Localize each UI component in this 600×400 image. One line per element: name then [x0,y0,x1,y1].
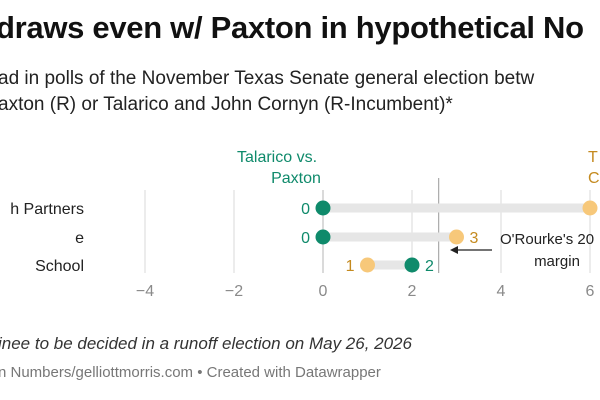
series-label-cornyn-line-2: C [588,170,600,187]
dot-paxton [315,200,331,216]
value-label-paxton: 0 [301,201,310,218]
value-label-paxton: 0 [301,230,310,247]
chart-subtitle-line-2: axton (R) or Talarico and John Cornyn (R… [0,94,453,115]
dot-cornyn [582,200,598,216]
series-label-paxton-line-1: Talarico vs. [237,149,317,166]
dot-cornyn [449,229,464,245]
annotation-line-2: margin [534,253,580,270]
value-label-cornyn: 1 [346,258,355,275]
chart-subtitle-line-1: ad in polls of the November Texas Senate… [0,68,535,89]
value-label-cornyn: 3 [470,230,479,247]
footnote: inee to be decided in a runoff election … [0,334,412,353]
dot-cornyn [360,257,375,273]
x-tick-label: 0 [319,283,328,300]
annotation-line-1: O'Rourke's 20 [500,231,594,248]
series-label-cornyn-line-1: T [588,149,598,166]
dot-paxton [315,229,331,245]
value-label-paxton: 2 [425,258,434,275]
x-tick-label: 6 [586,283,595,300]
category-label: e [75,230,84,247]
x-tick-label: −4 [136,283,154,300]
category-label: h Partners [10,201,84,218]
annotation-arrow-head [450,246,458,254]
x-tick-label: 4 [497,283,506,300]
x-tick-label: 2 [408,283,417,300]
category-label: School [35,258,84,275]
source-credit: n Numbers/gelliottmorris.com • Created w… [0,364,381,381]
dot-plot-chart: −4 −2 0 2 4 6 O'Rourke's 20 margin Talarico vs. P… [10,149,600,300]
chart-title: draws even w/ Paxton in hypothetical No [0,10,584,45]
x-tick-label: −2 [225,283,243,300]
series-label-paxton-line-2: Paxton [271,170,321,187]
dot-paxton [404,257,420,273]
